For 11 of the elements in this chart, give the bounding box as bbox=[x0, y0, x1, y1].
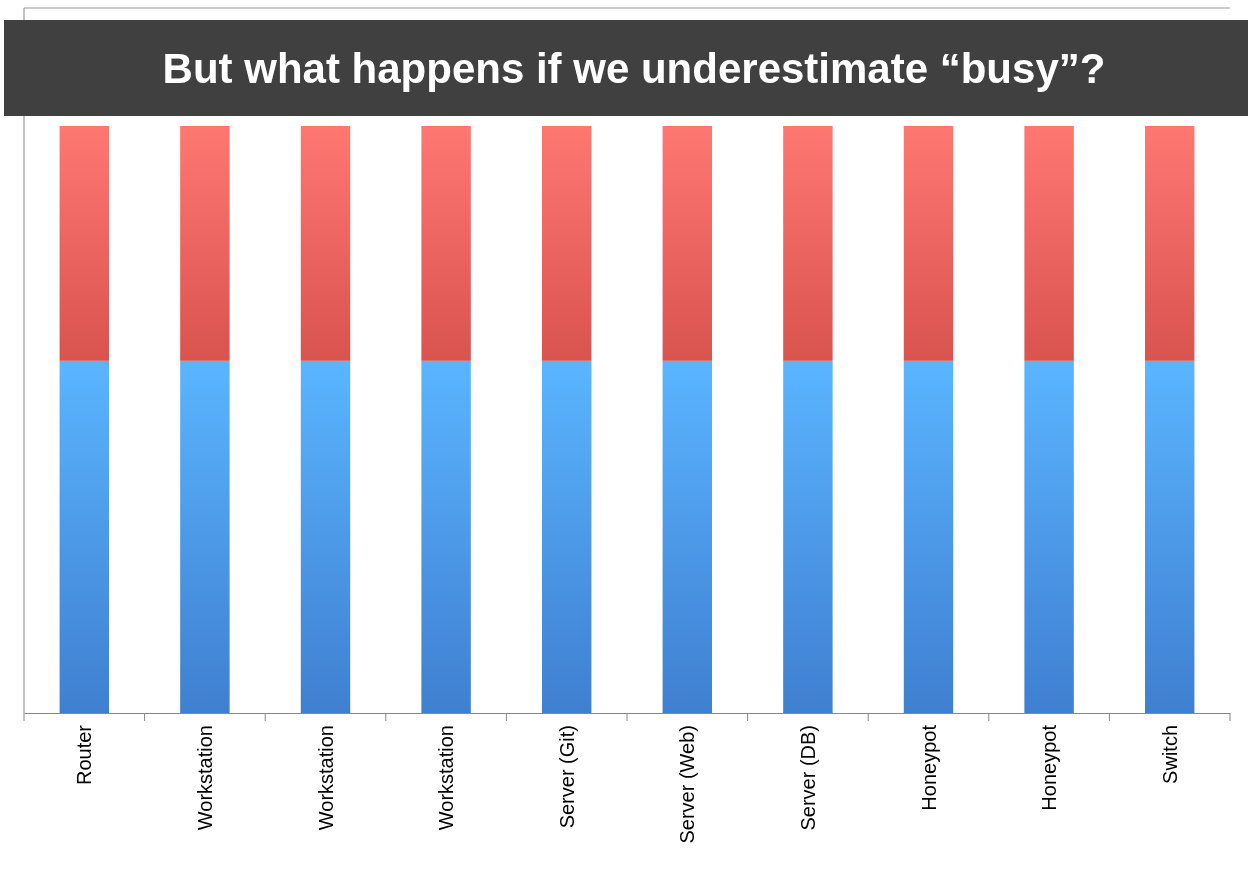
x-tick-label: Workstation bbox=[314, 725, 337, 831]
text: But what happens if we underestimate “busy”? bbox=[162, 44, 1106, 92]
x-tick-label: Server (Git) bbox=[555, 725, 578, 829]
x-tick-label: Server (DB) bbox=[796, 725, 819, 831]
x-tick-label: Router bbox=[73, 724, 96, 786]
x-tick-label: Honeypot bbox=[917, 724, 940, 811]
x-tick-label: Workstation bbox=[435, 725, 458, 831]
x-tick-label: Honeypot bbox=[1038, 724, 1061, 811]
x-tick-label: Server (Web) bbox=[676, 725, 699, 844]
x-tick-label: Workstation bbox=[193, 725, 216, 831]
x-tick-label: Switch bbox=[1158, 725, 1181, 784]
